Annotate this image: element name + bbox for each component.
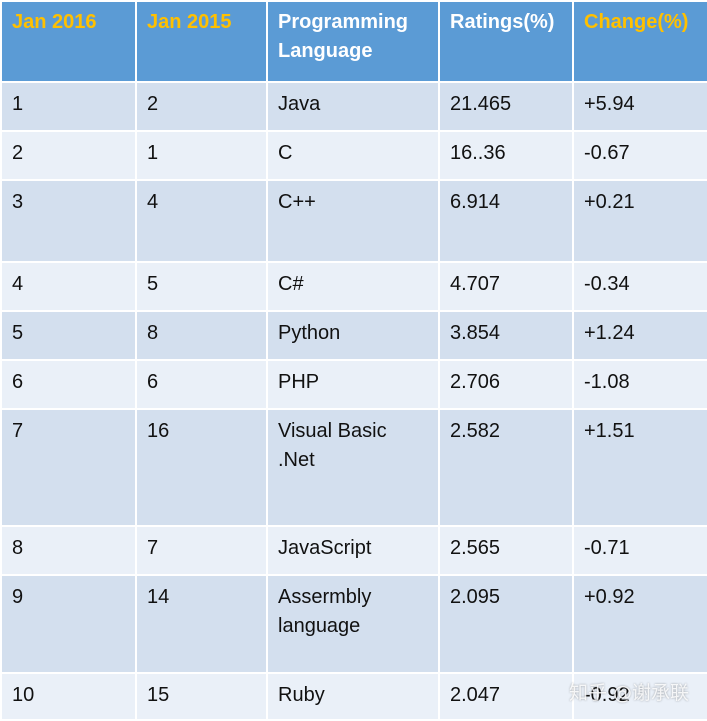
cell-change: +1.51	[572, 408, 707, 527]
cell-jan-2016: 5	[0, 310, 137, 361]
cell-rating: 2.706	[438, 359, 574, 410]
cell-change: -0.71	[572, 525, 707, 576]
cell-jan-2015: 7	[135, 525, 268, 576]
cell-jan-2016: 7	[0, 408, 137, 527]
cell-jan-2016: 4	[0, 261, 137, 312]
cell-jan-2015: 6	[135, 359, 268, 410]
table-row: 2 1 C 16..36 -0.67	[0, 130, 707, 181]
header-row: Jan 2016 Jan 2015 Programming Language R…	[0, 0, 707, 83]
cell-rating: 2.047	[438, 672, 574, 721]
cell-language: C#	[266, 261, 440, 312]
table-row: 5 8 Python 3.854 +1.24	[0, 310, 707, 361]
cell-jan-2015: 8	[135, 310, 268, 361]
cell-language: PHP	[266, 359, 440, 410]
cell-change: +0.92	[572, 574, 707, 674]
table-row: 1 2 Java 21.465 +5.94	[0, 81, 707, 132]
cell-jan-2016: 2	[0, 130, 137, 181]
cell-rating: 2.095	[438, 574, 574, 674]
header-jan-2015: Jan 2015	[135, 0, 268, 83]
cell-language: Java	[266, 81, 440, 132]
header-change: Change(%)	[572, 0, 707, 83]
cell-change: -0.67	[572, 130, 707, 181]
cell-language: Ruby	[266, 672, 440, 721]
cell-change: -0.34	[572, 261, 707, 312]
table-row: 7 16 Visual Basic .Net 2.582 +1.51	[0, 408, 707, 527]
header-language: Programming Language	[266, 0, 440, 83]
cell-rating: 16..36	[438, 130, 574, 181]
cell-jan-2015: 5	[135, 261, 268, 312]
cell-rating: 4.707	[438, 261, 574, 312]
cell-jan-2015: 16	[135, 408, 268, 527]
cell-rating: 21.465	[438, 81, 574, 132]
table-row: 9 14 Assermbly language 2.095 +0.92	[0, 574, 707, 674]
table-row: 6 6 PHP 2.706 -1.08	[0, 359, 707, 410]
cell-jan-2016: 8	[0, 525, 137, 576]
cell-jan-2016: 1	[0, 81, 137, 132]
cell-jan-2015: 2	[135, 81, 268, 132]
cell-jan-2015: 1	[135, 130, 268, 181]
cell-jan-2015: 14	[135, 574, 268, 674]
cell-jan-2016: 10	[0, 672, 137, 721]
header-ratings: Ratings(%)	[438, 0, 574, 83]
cell-jan-2015: 4	[135, 179, 268, 263]
table-row: 4 5 C# 4.707 -0.34	[0, 261, 707, 312]
table-row: 10 15 Ruby 2.047 -0.92	[0, 672, 707, 721]
cell-language: JavaScript	[266, 525, 440, 576]
cell-change: +1.24	[572, 310, 707, 361]
cell-change: -0.92	[572, 672, 707, 721]
cell-rating: 2.565	[438, 525, 574, 576]
cell-jan-2016: 3	[0, 179, 137, 263]
cell-change: -1.08	[572, 359, 707, 410]
table-row: 8 7 JavaScript 2.565 -0.71	[0, 525, 707, 576]
cell-change: +0.21	[572, 179, 707, 263]
cell-rating: 6.914	[438, 179, 574, 263]
cell-rating: 2.582	[438, 408, 574, 527]
cell-language: Python	[266, 310, 440, 361]
table-row: 3 4 C++ 6.914 +0.21	[0, 179, 707, 263]
cell-language: Visual Basic .Net	[266, 408, 440, 527]
cell-language: C	[266, 130, 440, 181]
cell-rating: 3.854	[438, 310, 574, 361]
cell-change: +5.94	[572, 81, 707, 132]
cell-language: Assermbly language	[266, 574, 440, 674]
header-jan-2016: Jan 2016	[0, 0, 137, 83]
cell-jan-2016: 9	[0, 574, 137, 674]
cell-language: C++	[266, 179, 440, 263]
cell-jan-2015: 15	[135, 672, 268, 721]
cell-jan-2016: 6	[0, 359, 137, 410]
watermark: 知乎 @谢承联	[568, 682, 689, 704]
